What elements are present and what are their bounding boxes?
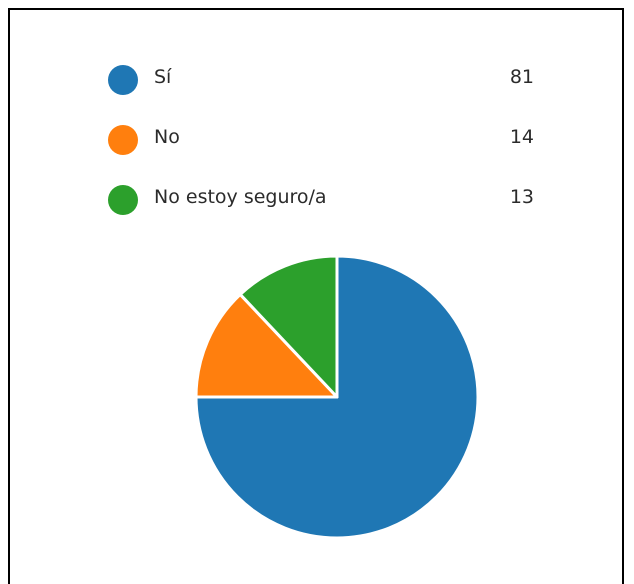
legend-dot-no-estoy-seguro (108, 185, 138, 215)
legend-item-si: Sí 81 (100, 60, 540, 120)
legend-count-no-estoy-seguro: 13 (509, 186, 534, 208)
pie-slice-no (194, 292, 339, 399)
legend: Sí 81 No 14 No estoy seguro/a 13 (100, 60, 540, 240)
legend-dot-no (108, 125, 138, 155)
legend-dot-si (108, 65, 138, 95)
legend-item-no: No 14 (100, 120, 540, 180)
pie-slice-no-estoy-seguro (238, 254, 339, 399)
legend-item-no-estoy-seguro: No estoy seguro/a 13 (100, 180, 540, 240)
legend-label-no: No (154, 126, 180, 148)
pie-slice-si (194, 254, 480, 540)
legend-count-si: 81 (509, 66, 534, 88)
legend-label-no-estoy-seguro: No estoy seguro/a (154, 186, 327, 208)
legend-count-no: 14 (509, 126, 534, 148)
legend-label-si: Sí (154, 66, 172, 88)
pie-slices (194, 254, 480, 540)
